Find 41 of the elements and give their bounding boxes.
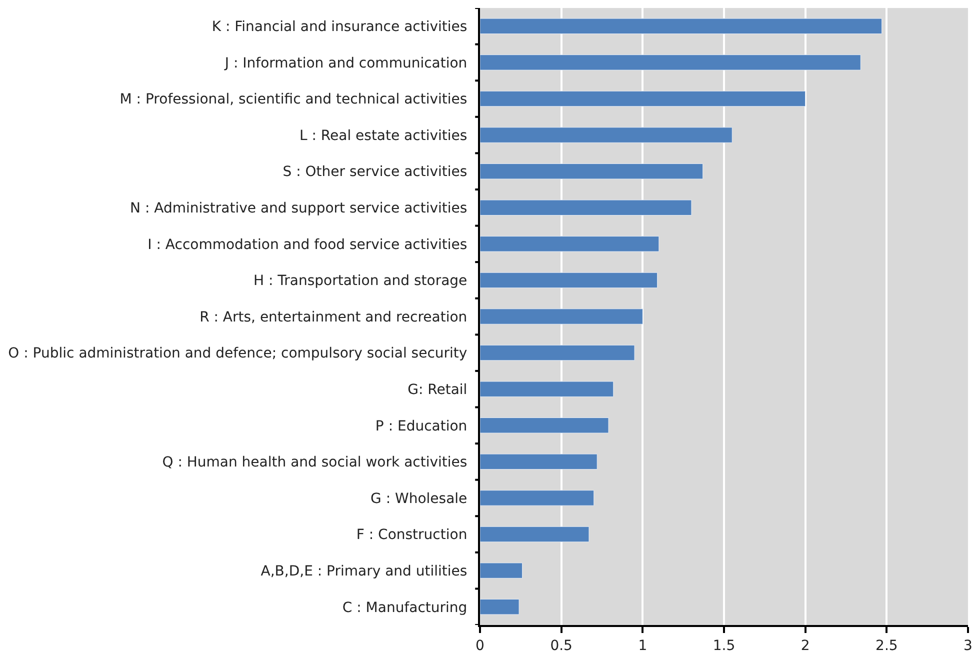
y-tick-label: Q : Human health and social work activities: [162, 454, 468, 471]
y-tick-label: C : Manufacturing: [342, 600, 468, 616]
y-tick-label: G: Retail: [408, 382, 468, 398]
bar: [480, 308, 643, 324]
bar: [480, 90, 806, 107]
x-tick-label: 0.5: [550, 638, 572, 654]
bar: [480, 418, 609, 434]
bar: [480, 562, 523, 578]
y-tick-label: N : Administrative and support service activities: [130, 200, 468, 217]
y-tick-label: F : Construction: [356, 527, 468, 544]
bar: [480, 236, 660, 252]
bar: [480, 18, 882, 34]
y-tick-label: P : Education: [375, 418, 468, 434]
x-tick-label: 1.5: [712, 638, 736, 654]
bar: [480, 272, 658, 288]
y-tick-label: G : Wholesale: [370, 490, 468, 507]
x-tick-label: 3: [964, 638, 972, 654]
y-tick-label: O : Public administration and defence; compulsory social security: [8, 346, 468, 362]
y-tick-label: I : Accommodation and food service activities: [148, 236, 468, 253]
bar: [480, 54, 861, 70]
bar: [480, 381, 614, 397]
x-tick-label: 2.5: [876, 638, 898, 654]
bar: [480, 526, 590, 542]
y-tick-label: R : Arts, entertainment and recreation: [200, 309, 468, 326]
y-tick-label: M : Professional, scientific and technical activities: [120, 92, 468, 108]
x-tick-label: 1: [638, 638, 648, 654]
bar: [480, 127, 732, 143]
y-tick-label: A,B,D,E : Primary and utilities: [260, 563, 468, 580]
y-tick-label: H : Transportation and storage: [254, 273, 468, 290]
bar: [480, 163, 704, 180]
bar: [480, 344, 635, 361]
bar: [480, 454, 598, 470]
y-tick-label: K : Financial and insurance activities: [212, 19, 468, 36]
x-tick-label: 0: [476, 638, 484, 654]
x-tick-label: 2: [800, 638, 810, 654]
y-tick-label: J : Information and communication: [224, 55, 468, 72]
y-tick-label: L : Real estate activities: [299, 128, 468, 144]
y-tick-label: S : Other service activities: [282, 164, 468, 180]
bar: [480, 490, 594, 506]
bar: [480, 200, 692, 216]
bar: [480, 598, 520, 615]
